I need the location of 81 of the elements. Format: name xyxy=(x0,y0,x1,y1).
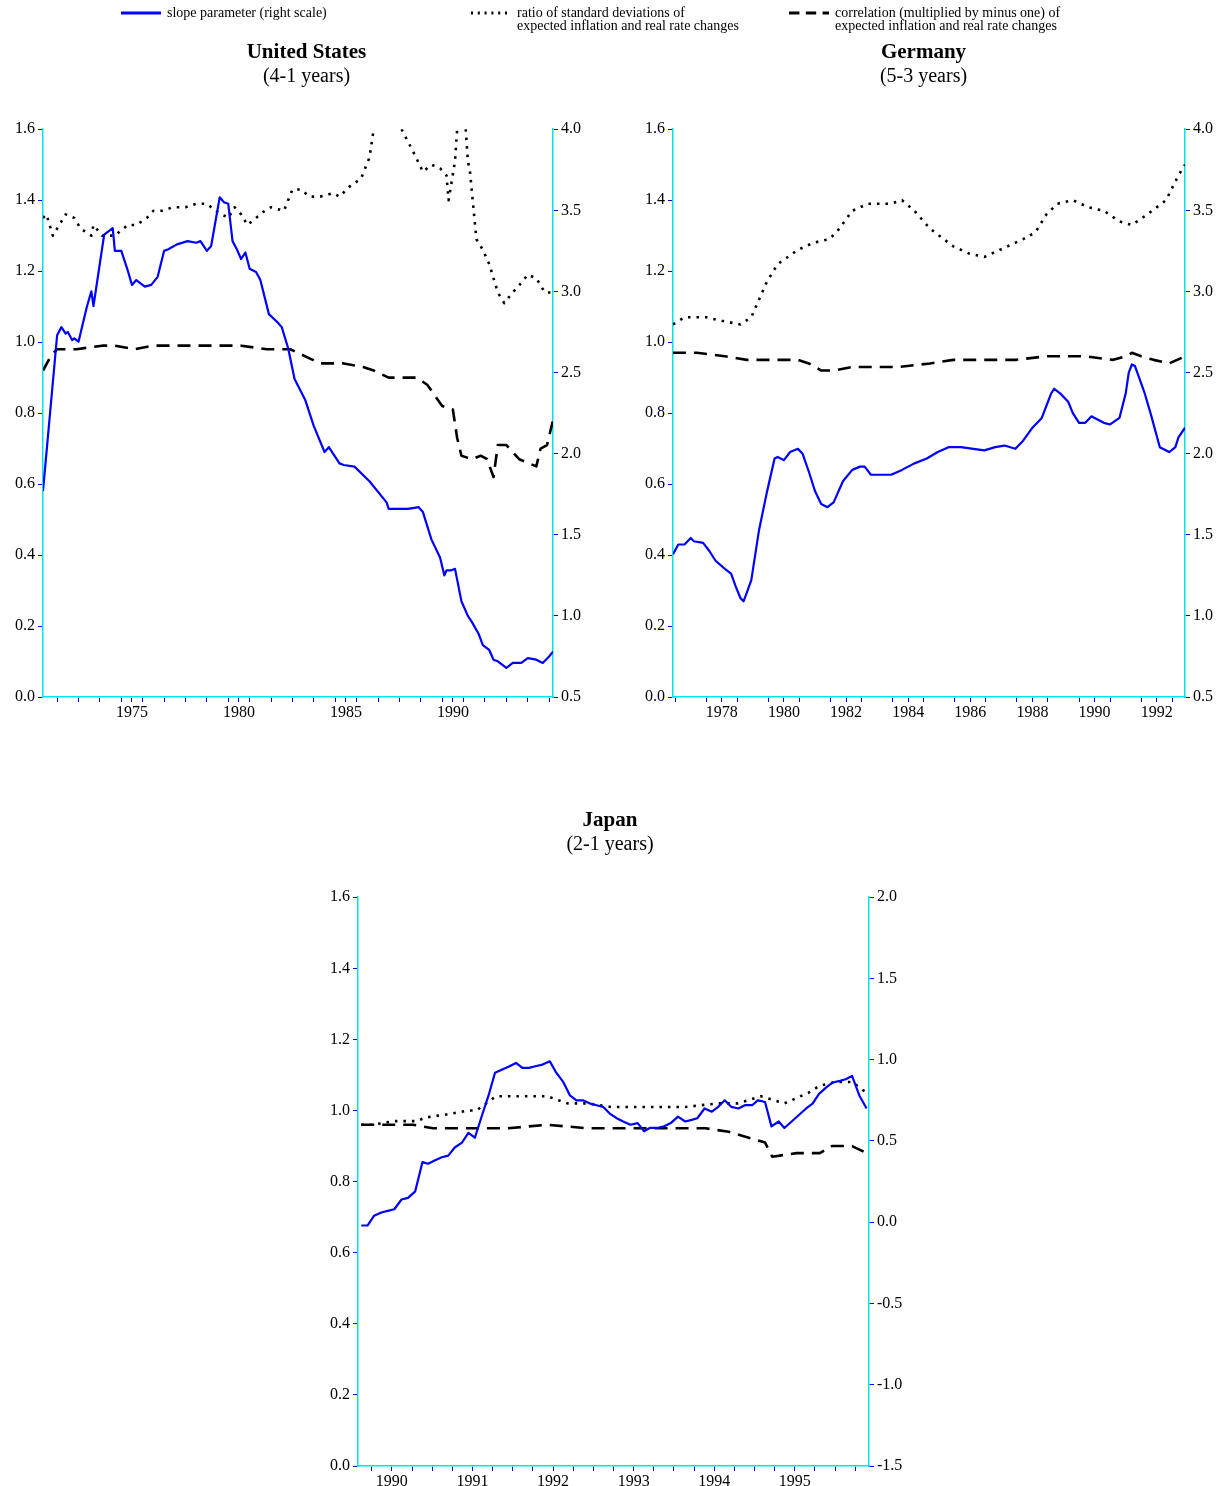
y2-tick-label: 0.0 xyxy=(877,1212,897,1230)
legend-label: ratio of standard deviations of expected inflation and real rate changes xyxy=(517,5,739,33)
y2-tick-label: 2.0 xyxy=(877,887,897,905)
y2-tick-label: -0.5 xyxy=(877,1293,903,1311)
y-tick-label: 0.0 xyxy=(645,687,665,705)
y2-tick-label: 1.5 xyxy=(561,524,581,542)
y-tick-label: 0.4 xyxy=(330,1314,350,1331)
x-tick-label: 1980 xyxy=(222,702,255,720)
y-tick-label: 0.2 xyxy=(330,1385,350,1403)
y2-tick-label: 1.5 xyxy=(1193,524,1213,542)
y2-tick-label: 1.0 xyxy=(877,1049,897,1067)
y-tick-label: 0.4 xyxy=(15,545,35,563)
y-tick-label: 1.6 xyxy=(330,887,350,905)
x-tick-label: 1975 xyxy=(115,702,148,720)
x-tick-label: 1992 xyxy=(537,1471,570,1486)
x-tick-label: 1994 xyxy=(698,1471,731,1486)
x-tick-label: 1990 xyxy=(1078,702,1111,720)
x-tick-label: 1988 xyxy=(1016,702,1049,720)
y2-tick-label: 1.0 xyxy=(561,606,581,624)
y-tick-label: 1.0 xyxy=(15,332,35,350)
y2-tick-label: 2.0 xyxy=(561,443,581,461)
y2-tick-label: 0.5 xyxy=(877,1131,897,1149)
y-tick-label: 0.4 xyxy=(645,545,665,563)
y-tick-label: 0.8 xyxy=(330,1171,350,1189)
y-tick-label: 1.2 xyxy=(15,261,35,279)
x-tick-label: 1978 xyxy=(705,702,738,720)
line-series xyxy=(673,351,1185,372)
y2-tick-label: 2.5 xyxy=(561,362,581,380)
x-tick-label: 1990 xyxy=(375,1471,408,1486)
x-tick-label: 1986 xyxy=(954,702,987,720)
x-tick-label: 1995 xyxy=(778,1471,811,1486)
y2-tick-label: 0.5 xyxy=(561,687,581,705)
y2-tick-label: 3.5 xyxy=(561,200,581,218)
x-tick-label: 1990 xyxy=(436,702,469,720)
y-tick-label: 1.4 xyxy=(645,190,665,208)
x-tick-label: 1982 xyxy=(830,702,863,720)
y-tick-label: 0.0 xyxy=(15,687,35,705)
x-tick-label: 1991 xyxy=(456,1471,489,1486)
y-tick-label: 1.4 xyxy=(330,958,350,976)
x-tick-label: 1993 xyxy=(617,1471,650,1486)
y-tick-label: 1.0 xyxy=(330,1100,350,1118)
x-tick-label: 1984 xyxy=(892,702,925,720)
chart-title: Japan xyxy=(582,807,638,832)
legend-label: correlation (multiplied by minus one) of expected inflation and real rate changes xyxy=(835,5,1061,33)
y2-tick-label: 3.5 xyxy=(1193,200,1213,218)
y-tick-label: 0.0 xyxy=(330,1456,350,1474)
y2-tick-label: 3.0 xyxy=(1193,281,1213,299)
x-tick-label: 1992 xyxy=(1140,702,1173,720)
x-tick-label: 1980 xyxy=(767,702,800,720)
y-tick-label: 1.0 xyxy=(645,332,665,350)
chart-title: Germany xyxy=(880,39,967,64)
y2-tick-label: 1.5 xyxy=(877,968,897,986)
y-tick-label: 1.2 xyxy=(645,261,665,279)
y-tick-label: 1.2 xyxy=(330,1029,350,1047)
y-tick-label: 1.6 xyxy=(15,119,35,137)
y2-tick-label: 1.0 xyxy=(1193,606,1213,624)
y-tick-label: 1.4 xyxy=(15,190,35,208)
y2-tick-label: 3.0 xyxy=(561,281,581,299)
line-series xyxy=(673,163,1185,326)
y-tick-label: 0.6 xyxy=(15,474,35,492)
line-series xyxy=(43,344,553,479)
y-tick-label: 0.6 xyxy=(645,474,665,492)
y2-tick-label: -1.0 xyxy=(877,1374,903,1392)
y-tick-label: 0.2 xyxy=(645,616,665,634)
chart-subtitle: (2-1 years) xyxy=(566,832,654,856)
y2-tick-label: 4.0 xyxy=(561,119,581,137)
y-tick-label: 1.6 xyxy=(645,119,665,137)
y2-tick-label: 4.0 xyxy=(1193,119,1213,137)
y2-tick-label: 2.0 xyxy=(1193,443,1213,461)
legend-label: slope parameter (right scale) xyxy=(167,5,327,20)
y-tick-label: 0.8 xyxy=(15,403,35,421)
x-tick-label: 1985 xyxy=(329,702,362,720)
y-tick-label: 0.6 xyxy=(330,1242,350,1260)
chart-subtitle: (4-1 years) xyxy=(262,64,351,88)
chart-title: United States xyxy=(246,39,367,64)
y2-tick-label: -1.5 xyxy=(877,1456,903,1474)
y2-tick-label: 2.5 xyxy=(1193,362,1213,380)
y-tick-label: 0.2 xyxy=(15,616,35,634)
chart-subtitle: (5-3 years) xyxy=(879,64,968,88)
y-tick-label: 0.8 xyxy=(645,403,665,421)
y2-tick-label: 0.5 xyxy=(1193,687,1213,705)
